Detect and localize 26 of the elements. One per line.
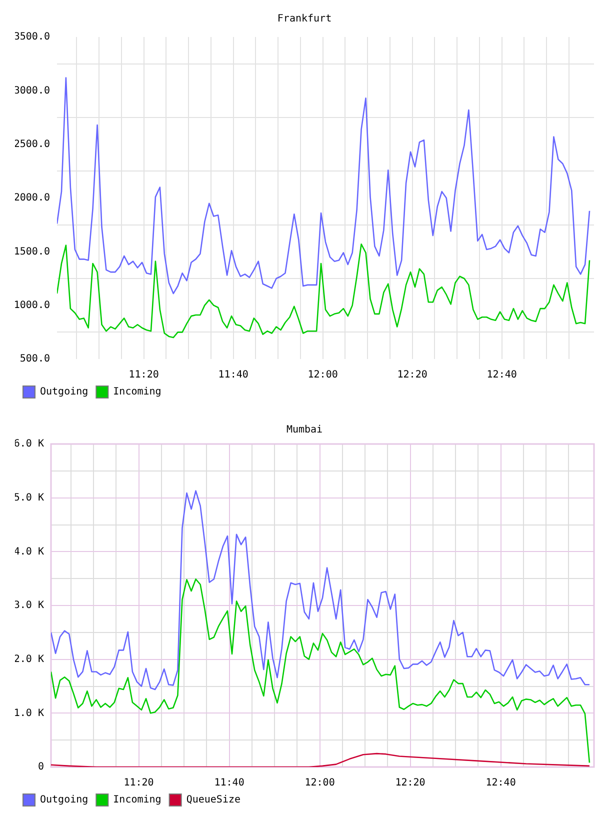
legend-label: QueueSize — [186, 794, 241, 806]
legend-label: Outgoing — [40, 794, 88, 806]
x-tick-label: 12:40 — [486, 778, 516, 789]
y-tick-label: 5.0 K — [14, 492, 44, 504]
y-tick-label: 2.0 K — [14, 654, 44, 665]
x-tick-label: 11:20 — [128, 370, 159, 381]
x-tick-label: 12:00 — [308, 370, 338, 381]
x-tick-label: 12:00 — [304, 778, 335, 789]
x-tick-label: 11:40 — [218, 370, 248, 381]
x-tick-label: 12:20 — [395, 778, 426, 789]
x-tick-label: 11:40 — [214, 778, 244, 789]
x-tick-label: 12:40 — [486, 370, 517, 381]
y-tick-label: 1500.0 — [14, 246, 50, 258]
legend-label: Incoming — [113, 794, 162, 806]
x-tick-label: 12:20 — [397, 370, 428, 381]
legend-label: Incoming — [113, 386, 162, 398]
y-tick-label: 3.0 K — [14, 600, 44, 612]
x-tick-label: 11:20 — [124, 778, 154, 789]
y-tick-label: 6.0 K — [14, 438, 44, 450]
y-tick-label: 1000.0 — [14, 300, 50, 311]
y-tick-label: 500.0 — [20, 354, 50, 365]
chart-title: Frankfurt — [277, 14, 332, 25]
chart-title: Mumbai — [286, 424, 323, 436]
y-tick-label: 0 — [38, 762, 44, 773]
legend-label: Outgoing — [40, 386, 88, 398]
y-tick-label: 1.0 K — [14, 708, 44, 719]
